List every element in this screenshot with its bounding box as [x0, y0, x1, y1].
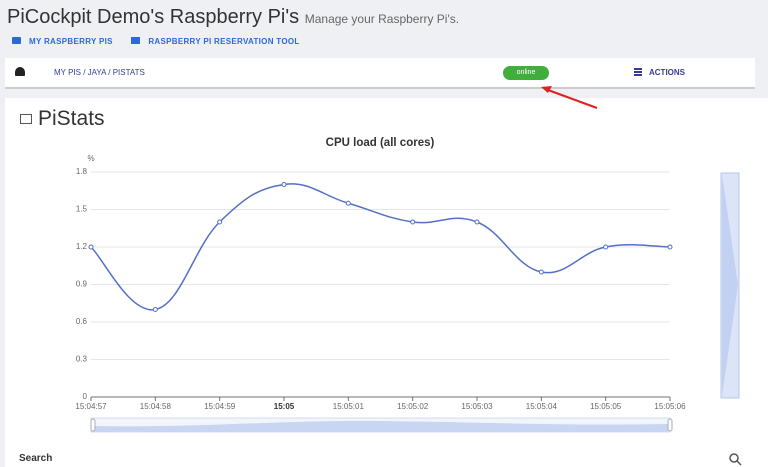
- x-tick-label: 15:05:04: [526, 402, 558, 411]
- subtitle: Manage your Raspberry Pi's.: [304, 12, 460, 26]
- nav-link[interactable]: RASPBERRY PI RESERVATION TOOL: [148, 37, 300, 46]
- annotation-arrow: [547, 89, 598, 109]
- x-tick-label: 15:05:02: [397, 402, 429, 411]
- content: [5, 98, 768, 467]
- chart-title: CPU load (all cores): [326, 137, 435, 149]
- y-tick-label: 1.2: [76, 242, 88, 251]
- zoom-handle[interactable]: [667, 418, 673, 432]
- y-tick-label: 0.3: [76, 355, 88, 364]
- y-tick-label: 0.6: [76, 317, 88, 326]
- y-tick-label: 0.9: [76, 280, 88, 289]
- y-tick-label: 0: [83, 392, 88, 401]
- search-label: Search: [19, 453, 53, 464]
- x-tick-label: 15:05:03: [461, 402, 493, 411]
- search-icon[interactable]: [728, 452, 742, 466]
- point: [345, 200, 351, 206]
- x-tick-label: 15:05:06: [654, 402, 686, 411]
- status: online: [516, 69, 536, 76]
- icon: [131, 37, 141, 44]
- y-axis-label: %: [87, 154, 94, 163]
- nav: MY RASPBERRY PIS RASPBERRY PI RESERVATIO…: [12, 37, 300, 46]
- point: [88, 244, 94, 250]
- x-tick-label: 15:05:01: [333, 402, 365, 411]
- x-tick-label: 15:05:05: [590, 402, 622, 411]
- zoom-preview: [93, 420, 668, 432]
- page-title: PiCockpit Demo's Raspberry Pi's: [7, 6, 300, 28]
- point: [217, 219, 223, 225]
- status-badge: online: [503, 66, 549, 80]
- arrow-head: [541, 86, 552, 93]
- line: [90, 183, 671, 311]
- heading: PiStats: [38, 107, 105, 130]
- point: [474, 219, 480, 225]
- dashboard-icon: [15, 67, 25, 76]
- menu-icon: [634, 68, 642, 70]
- pistats-icon: [20, 114, 32, 124]
- y-zoom-preview: [722, 175, 738, 396]
- x-tick-label: 15:04:58: [140, 402, 172, 411]
- x-tick-label: 15:04:59: [204, 402, 236, 411]
- x-tick-label: 15:04:57: [75, 402, 107, 411]
- breadcrumb[interactable]: MY PIS / JAYA / PISTATS: [54, 68, 145, 77]
- icon: [12, 37, 21, 44]
- toolbar: MY PIS / JAYA / PISTATS online ACTIONS: [5, 58, 755, 89]
- point: [410, 219, 416, 225]
- actions[interactable]: ACTIONS: [649, 68, 685, 77]
- point: [538, 269, 544, 275]
- point: [152, 307, 158, 312]
- point: [603, 244, 609, 250]
- zoom-handle[interactable]: [90, 418, 96, 432]
- point: [281, 182, 287, 187]
- nav-link[interactable]: MY RASPBERRY PIS: [29, 37, 113, 46]
- title-row: PiCockpit Demo's Raspberry Pi's Manage y…: [7, 6, 459, 29]
- point: [667, 244, 673, 250]
- x-tick-label: 15:05: [274, 402, 295, 411]
- y-tick-label: 1.5: [76, 205, 88, 214]
- y-tick-label: 1.8: [76, 167, 88, 176]
